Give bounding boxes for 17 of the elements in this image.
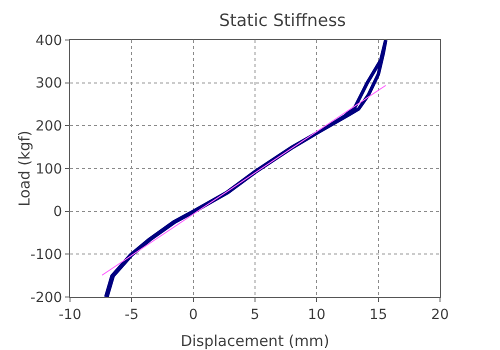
y-tick-label: 200: [35, 118, 62, 135]
x-tick-label: 20: [431, 306, 449, 323]
y-tick-label: -100: [30, 247, 62, 264]
x-tick-label: -10: [58, 306, 82, 323]
y-axis-title: Load (kgf): [15, 130, 34, 206]
x-tick-label: 5: [250, 306, 260, 323]
y-tick-label: 100: [35, 161, 62, 178]
y-tick-label: 400: [35, 32, 62, 49]
y-tick-label: -200: [30, 290, 62, 306]
y-tick-label: 0: [53, 204, 62, 220]
y-tick-label: 300: [35, 76, 62, 92]
x-tick-label: 15: [369, 306, 388, 323]
x-tick-label: 0: [188, 306, 198, 323]
x-tick-label: -5: [124, 306, 139, 323]
x-tick-label: 10: [308, 306, 326, 323]
chart-title: Static Stiffness: [219, 10, 346, 31]
x-axis-title: Displacement (mm): [180, 332, 330, 350]
